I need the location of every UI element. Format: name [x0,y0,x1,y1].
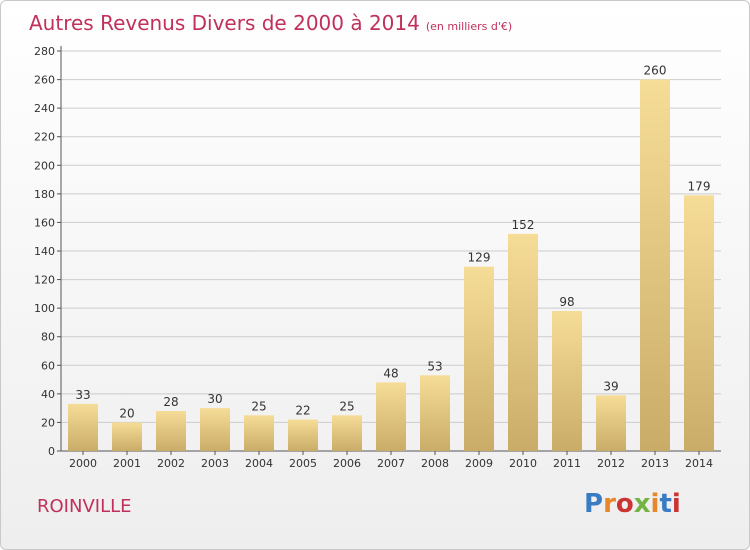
bar [332,415,362,451]
x-tick-label: 2003 [201,457,229,470]
title-text: Autres Revenus Divers de 2000 à 2014 [29,11,420,35]
data-label: 48 [383,366,398,380]
x-tick-label: 2006 [333,457,361,470]
proxiti-logo: Proxiti [584,489,681,519]
bar [376,382,406,451]
data-label: 129 [468,251,491,265]
logo-letter: i [671,489,681,519]
title-unit: (en milliers d'€) [425,20,513,33]
y-tick-label: 40 [41,388,55,401]
data-label: 20 [119,406,134,420]
data-label: 25 [251,399,266,413]
logo-letter: r [603,489,616,519]
bar [200,408,230,451]
x-tick-label: 2007 [377,457,405,470]
data-label: 152 [512,218,535,232]
bar [596,395,626,451]
data-label: 30 [207,392,222,406]
y-tick-label: 140 [34,245,55,258]
y-tick-label: 100 [34,302,55,315]
y-tick-label: 120 [34,274,55,287]
data-label: 33 [75,388,90,402]
x-tick-label: 2014 [685,457,713,470]
y-tick-label: 160 [34,216,55,229]
y-tick-label: 20 [41,416,55,429]
bar [464,266,494,451]
y-tick-label: 280 [34,45,55,58]
logo-letter: x [633,489,651,519]
bar [552,311,582,451]
x-tick-label: 2004 [245,457,273,470]
data-label: 53 [427,359,442,373]
bar [508,233,538,451]
x-tick-label: 2008 [421,457,449,470]
x-tick-label: 2013 [641,457,669,470]
x-tick-label: 2005 [289,457,317,470]
data-label: 179 [688,179,711,193]
bar [288,419,318,451]
data-label: 39 [603,379,618,393]
x-tick-label: 2011 [553,457,581,470]
bar [640,79,670,452]
bar [684,195,714,451]
bar [68,403,98,451]
x-tick-label: 2009 [465,457,493,470]
data-label: 25 [339,399,354,413]
x-tick-label: 2002 [157,457,185,470]
y-tick-label: 80 [41,331,55,344]
data-label: 98 [559,295,574,309]
y-tick-label: 220 [34,131,55,144]
place-name: ROINVILLE [37,496,132,517]
bar [420,375,450,451]
y-tick-label: 180 [34,188,55,201]
y-tick-label: 60 [41,359,55,372]
bar [156,411,186,451]
data-label: 22 [295,404,310,418]
y-tick-label: 240 [34,102,55,115]
logo-letter: t [659,489,672,519]
logo-letter: o [615,489,634,519]
bar [244,415,274,451]
x-tick-label: 2012 [597,457,625,470]
x-tick-label: 2001 [113,457,141,470]
x-tick-label: 2000 [69,457,97,470]
y-tick-label: 200 [34,159,55,172]
data-label: 28 [163,395,178,409]
logo-letter: i [650,489,660,519]
logo-letter: P [584,489,604,519]
y-tick-label: 260 [34,74,55,87]
data-label: 260 [644,64,667,78]
x-tick-label: 2010 [509,457,537,470]
chart-title: Autres Revenus Divers de 2000 à 2014 (en … [29,11,512,35]
y-tick-label: 0 [48,445,55,458]
bar [112,422,142,451]
